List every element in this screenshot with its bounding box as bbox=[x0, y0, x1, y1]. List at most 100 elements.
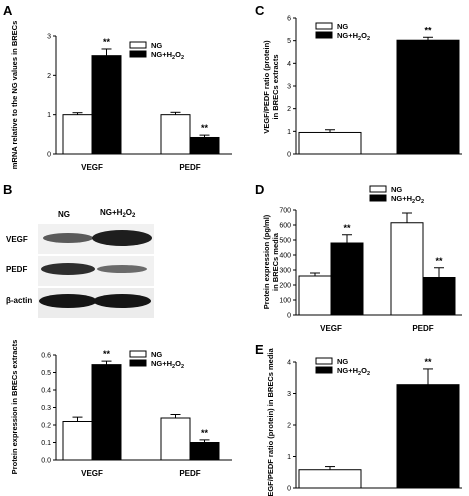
y-axis-label-e: VEGF/PEDF ratio (protein) in BRECs media bbox=[266, 348, 275, 496]
legend-swatch-e bbox=[315, 366, 333, 374]
panel-label-a: A bbox=[3, 3, 13, 18]
blot-band-bactin-ngh2o2 bbox=[93, 294, 151, 308]
blot-lane-ngh2o2: NG+H2O2 bbox=[100, 208, 136, 219]
bar-a bbox=[91, 55, 122, 155]
bar-d bbox=[330, 242, 364, 316]
legend-label-b: NG bbox=[151, 350, 162, 359]
y-tick-label-d: 200 bbox=[279, 283, 291, 290]
y-tick-label-d: 500 bbox=[279, 238, 291, 245]
x-category-label-b: PEDF bbox=[179, 469, 200, 478]
bar-b bbox=[62, 421, 93, 461]
y-axis-label-c: VEGF/PEDF ratio (protein)in BRECs extrac… bbox=[262, 40, 280, 134]
bar-b bbox=[91, 364, 122, 461]
y-tick-label-b: 0.5 bbox=[41, 370, 51, 377]
y-tick-label-c: 3 bbox=[287, 84, 291, 91]
y-tick-label-d: 0 bbox=[287, 313, 291, 320]
legend-label-c: NG bbox=[337, 22, 348, 31]
y-axis-label-a: mRNA relative to the NG values in BRECs bbox=[10, 21, 19, 170]
chart-e: 0 1 2 3 4 VEGF/PEDF ratio (protein) in BRECs … bbox=[266, 348, 462, 496]
bar-a bbox=[62, 114, 93, 155]
legend-label-a: NG bbox=[151, 41, 162, 50]
y-tick-label-a: 2 bbox=[47, 73, 51, 80]
legend-swatch-d bbox=[369, 185, 387, 193]
significance-mark-b: ** bbox=[103, 349, 111, 359]
y-tick-label-b: 0.4 bbox=[41, 388, 51, 395]
y-tick-label-c: 5 bbox=[287, 38, 291, 45]
y-tick-label-b: 0.1 bbox=[41, 440, 51, 447]
bar-d bbox=[298, 275, 332, 316]
y-tick-label-c: 0 bbox=[287, 152, 291, 159]
legend-label-c: NG+H2O2 bbox=[337, 31, 370, 42]
bar-e bbox=[396, 384, 460, 489]
legend-swatch-a bbox=[129, 41, 147, 49]
bar-a bbox=[189, 136, 220, 155]
legend-swatch-a bbox=[129, 50, 147, 58]
western-blot: NG NG+H2O2 VEGF PEDF β-actin bbox=[6, 208, 154, 318]
y-tick-label-d: 600 bbox=[279, 223, 291, 230]
legend-swatch-b bbox=[129, 350, 147, 358]
panel-label-c: C bbox=[255, 3, 265, 18]
blot-row-vegf: VEGF bbox=[6, 235, 28, 244]
y-tick-label-c: 6 bbox=[287, 16, 291, 23]
legend-label-a: NG+H2O2 bbox=[151, 50, 184, 61]
bar-b bbox=[189, 442, 220, 461]
legend-swatch-c bbox=[315, 31, 333, 39]
y-tick-label-e: 3 bbox=[287, 391, 291, 398]
x-category-label-d: PEDF bbox=[412, 324, 433, 333]
bar-b bbox=[160, 417, 191, 461]
blot-band-pedf-ng bbox=[41, 263, 95, 275]
bar-d bbox=[390, 222, 424, 316]
y-axis-label-b: Protein expression in BRECs extracts bbox=[10, 340, 19, 475]
y-tick-label-b: 0.3 bbox=[41, 405, 51, 412]
y-axis-label-d: Protein expression (pg/ml)in BRECs media bbox=[262, 214, 280, 309]
bar-e bbox=[298, 469, 362, 489]
significance-mark-a: ** bbox=[201, 123, 209, 133]
chart-b: 0.0 0.1 0.2 0.3 0.4 0.5 0.6 Protein expression … bbox=[10, 340, 232, 478]
significance-mark-a: ** bbox=[103, 37, 111, 47]
y-tick-label-e: 2 bbox=[287, 423, 291, 430]
significance-mark-d: ** bbox=[343, 223, 351, 233]
blot-band-bactin-ng bbox=[39, 294, 97, 308]
bar-c bbox=[396, 39, 460, 155]
legend-swatch-b bbox=[129, 359, 147, 367]
y-tick-label-d: 400 bbox=[279, 253, 291, 260]
blot-band-pedf-ngh2o2 bbox=[97, 265, 147, 273]
legend-label-e: NG bbox=[337, 357, 348, 366]
chart-c: 0 1 2 3 4 5 6 VEGF/PEDF ratio (protein)in BRECs… bbox=[262, 16, 462, 159]
y-tick-label-d: 100 bbox=[279, 298, 291, 305]
y-tick-label-e: 1 bbox=[287, 454, 291, 461]
x-category-label-d: VEGF bbox=[320, 324, 342, 333]
y-tick-label-c: 4 bbox=[287, 61, 291, 68]
blot-row-bactin: β-actin bbox=[6, 296, 32, 305]
y-tick-label-b: 0.6 bbox=[41, 353, 51, 360]
legend-label-e: NG+H2O2 bbox=[337, 366, 370, 377]
bar-c bbox=[298, 131, 362, 155]
y-tick-label-e: 4 bbox=[287, 360, 291, 367]
legend-label-d: NG+H2O2 bbox=[391, 194, 424, 205]
panel-label-b: B bbox=[3, 182, 12, 197]
x-category-label-a: VEGF bbox=[81, 163, 103, 172]
y-tick-label-d: 300 bbox=[279, 268, 291, 275]
legend-label-d: NG bbox=[391, 185, 402, 194]
y-tick-label-a: 0 bbox=[47, 152, 51, 159]
y-tick-label-a: 3 bbox=[47, 34, 51, 41]
y-tick-label-b: 0.2 bbox=[41, 423, 51, 430]
y-tick-label-a: 1 bbox=[47, 112, 51, 119]
y-tick-label-c: 1 bbox=[287, 129, 291, 136]
significance-mark-b: ** bbox=[201, 428, 209, 438]
y-tick-label-d: 700 bbox=[279, 208, 291, 215]
significance-mark-d: ** bbox=[435, 256, 443, 266]
y-tick-label-e: 0 bbox=[287, 486, 291, 493]
y-tick-label-c: 2 bbox=[287, 106, 291, 113]
bar-a bbox=[160, 114, 191, 155]
bar-d bbox=[422, 277, 456, 316]
x-category-label-b: VEGF bbox=[81, 469, 103, 478]
x-category-label-a: PEDF bbox=[179, 163, 200, 172]
chart-a: 0 1 2 3 mRNA relative to the NG values in BR… bbox=[10, 21, 232, 172]
blot-band-vegf-ngh2o2 bbox=[92, 230, 152, 246]
blot-lane-ng: NG bbox=[58, 210, 70, 219]
significance-mark-c: ** bbox=[424, 25, 432, 35]
panel-label-d: D bbox=[255, 182, 264, 197]
